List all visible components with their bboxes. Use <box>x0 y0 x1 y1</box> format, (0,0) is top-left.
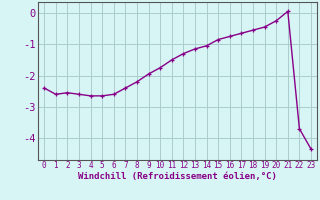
X-axis label: Windchill (Refroidissement éolien,°C): Windchill (Refroidissement éolien,°C) <box>78 172 277 181</box>
